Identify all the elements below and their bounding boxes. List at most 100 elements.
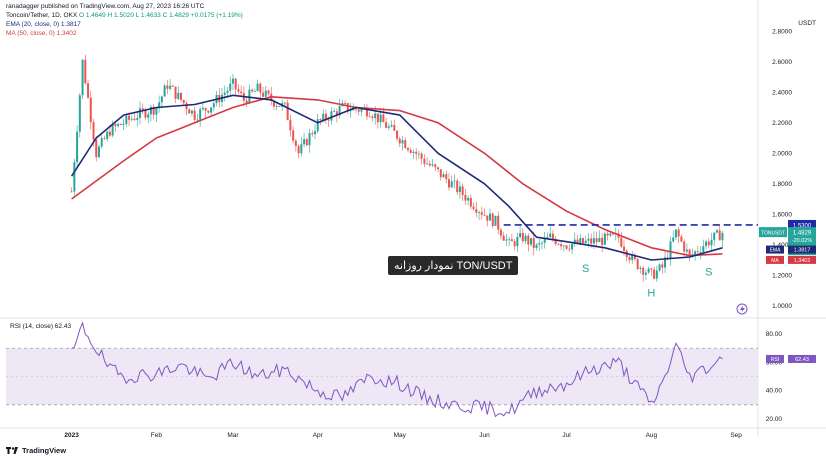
candle-body	[210, 107, 213, 113]
candle-body	[549, 233, 552, 238]
candle-body	[376, 113, 379, 123]
candle-body	[519, 232, 522, 238]
candle-body	[524, 235, 527, 242]
candle-body	[267, 90, 270, 94]
candle-body	[401, 140, 404, 144]
candle-body	[292, 130, 295, 141]
candle-body	[81, 59, 84, 96]
ma-legend[interactable]: MA (50, close, 0) 1.3402	[6, 30, 77, 37]
rsi-header: RSI (14, close) 62.43	[10, 323, 71, 330]
rsi-line	[71, 321, 723, 418]
candle-body	[188, 109, 191, 114]
candle-body	[647, 268, 650, 273]
candle-body	[70, 191, 73, 193]
candle-body	[532, 238, 535, 248]
candle-body	[650, 268, 653, 270]
chart-header: ranadagger published on TradingView.com,…	[6, 2, 243, 38]
candle-body	[434, 164, 437, 168]
candle-body	[546, 237, 549, 239]
candle-body	[305, 139, 308, 146]
candle-body	[699, 252, 702, 253]
candle-body	[330, 111, 333, 121]
candle-body	[169, 85, 172, 89]
candle-body	[152, 106, 155, 115]
chart-caption: TON/USDT نمودار روزانه	[388, 256, 519, 275]
price-tick-label: 2.6000	[772, 59, 792, 66]
candle-body	[111, 124, 114, 136]
candle-body	[286, 102, 289, 121]
candle-body	[680, 236, 683, 242]
price-tick-label: 2.4000	[772, 89, 792, 96]
candle-body	[406, 148, 409, 150]
candle-body	[128, 115, 131, 120]
candle-body	[713, 232, 716, 240]
candle-body	[163, 85, 166, 97]
candle-body	[114, 124, 117, 127]
candle-body	[138, 108, 141, 118]
candle-body	[374, 113, 377, 119]
price-tick-label: 1.2000	[772, 272, 792, 279]
candle-body	[275, 105, 278, 107]
candle-body	[193, 110, 196, 120]
candle-body	[478, 212, 481, 214]
candle-body	[644, 272, 647, 275]
candle-body	[508, 239, 511, 241]
candle-body	[125, 115, 128, 124]
rsi-value-box	[788, 354, 816, 363]
candle-body	[294, 140, 297, 147]
candle-body	[147, 114, 150, 118]
candle-body	[497, 215, 500, 230]
candle-body	[264, 90, 267, 97]
candle-body	[489, 213, 492, 221]
candle-body	[103, 138, 106, 139]
rsi-tick-label: 20.00	[766, 416, 783, 423]
candle-body	[483, 214, 486, 216]
candle-body	[322, 113, 325, 121]
candle-body	[92, 122, 95, 140]
candle-body	[710, 239, 713, 246]
candle-body	[653, 269, 656, 279]
candle-body	[144, 109, 147, 118]
candle-body	[590, 238, 593, 244]
candle-body	[696, 251, 699, 253]
time-tick-label: May	[394, 432, 407, 439]
price-tick-label: 2.2000	[772, 120, 792, 127]
candle-body	[283, 102, 286, 104]
candle-body	[251, 89, 254, 92]
candle-body	[475, 209, 478, 213]
right-shoulder-label: S	[705, 266, 712, 278]
candle-body	[538, 243, 541, 245]
candle-body	[297, 146, 300, 154]
candle-body	[426, 163, 429, 165]
ema-legend[interactable]: EMA (20, close, 0) 1.3817	[6, 21, 81, 28]
candle-body	[237, 89, 240, 92]
candle-body	[240, 91, 243, 94]
candle-body	[78, 95, 81, 132]
candle-body	[513, 241, 516, 247]
time-tick-label: Jun	[479, 432, 490, 439]
rsi-tag-box	[766, 354, 784, 363]
rsi-value: 62.43	[795, 357, 809, 363]
price-change: -20.02%	[792, 238, 813, 244]
candle-body	[87, 83, 90, 98]
candle-body	[472, 206, 475, 210]
candle-body	[560, 244, 563, 247]
price-chart[interactable]: 2.8000 2.6000 2.4000 2.2000 2.0000 1.8000 1.60…	[0, 0, 826, 446]
candle-body	[272, 100, 275, 107]
candle-body	[562, 245, 565, 247]
candle-body	[450, 181, 453, 188]
candle-body	[396, 130, 399, 139]
symbol-name: Toncoin/Tether, 1D, OKX	[6, 12, 78, 19]
candle-body	[461, 186, 464, 195]
candle-body	[664, 257, 667, 268]
tradingview-logo[interactable]: TradingView	[6, 446, 66, 455]
candle-body	[655, 270, 658, 279]
time-tick-label: 2023	[64, 432, 79, 439]
candle-body	[207, 110, 210, 113]
candle-body	[417, 153, 420, 155]
candle-body	[530, 238, 533, 245]
candle-body	[212, 103, 215, 108]
ma-50-line	[71, 96, 723, 257]
candle-body	[612, 233, 615, 235]
candle-body	[368, 116, 371, 118]
